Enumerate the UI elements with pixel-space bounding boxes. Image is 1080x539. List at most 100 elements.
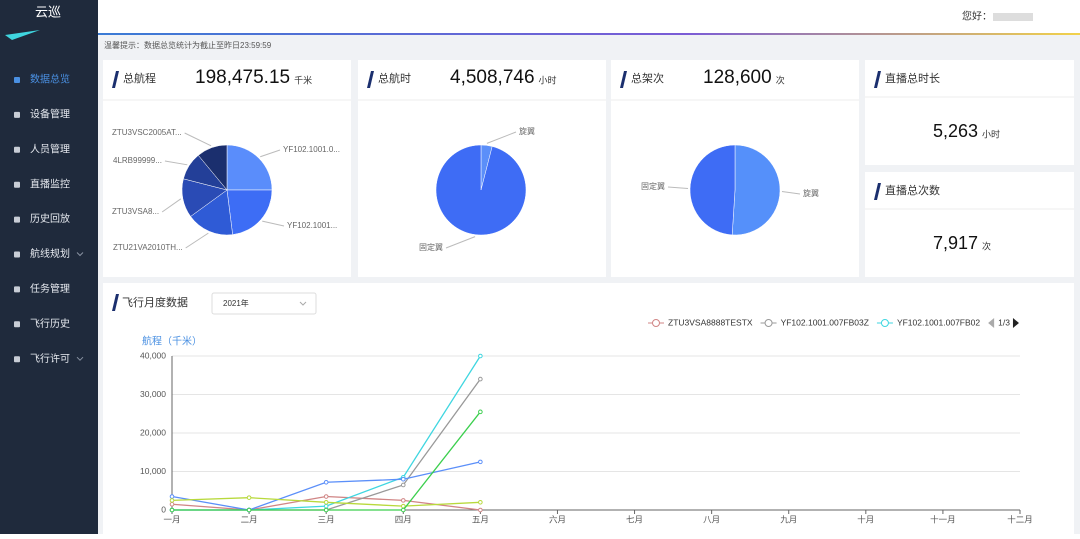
stat-unit: 次 <box>776 74 785 85</box>
line-point <box>246 507 252 513</box>
menu-item[interactable]: 飞行历史 <box>30 317 70 330</box>
title-slash <box>620 71 627 88</box>
logo-mark <box>5 30 40 40</box>
stat-value: 128,600 <box>703 67 772 88</box>
menu-item[interactable]: 航线规划 <box>30 247 70 260</box>
user-name-blur <box>993 13 1033 21</box>
pie-label: ZTU3VSC2005AT... <box>112 128 182 137</box>
line-point <box>400 482 406 488</box>
pie-leader <box>164 160 188 166</box>
notice: 温馨提示：数据总览统计为截止至昨日23:59:59 <box>104 40 272 50</box>
pie-leader <box>161 198 182 213</box>
menu-item[interactable]: 设备管理 <box>30 108 70 121</box>
header-line <box>98 33 1080 35</box>
x-tick-label: 九月 <box>780 514 797 524</box>
title-slash <box>874 71 881 88</box>
menu-item[interactable]: 飞行许可 <box>30 352 70 365</box>
line-point <box>478 409 483 415</box>
legend-marker <box>652 319 660 327</box>
pie-label: 旋翼 <box>803 188 819 198</box>
menu-icon <box>14 146 20 153</box>
year-select-text[interactable]: 2021年 <box>223 298 249 308</box>
pager-next[interactable] <box>1012 318 1019 328</box>
menu-item[interactable]: 人员管理 <box>30 142 70 155</box>
pie-slice <box>226 144 273 191</box>
legend-label[interactable]: ZTU3VSA8888TESTX <box>668 317 753 327</box>
title-slash <box>367 71 374 88</box>
pie-leader <box>184 132 212 147</box>
stat-value: 198,475.15 <box>195 67 290 88</box>
card-title: 直播总时长 <box>885 71 940 85</box>
x-tick-label: 四月 <box>395 514 412 524</box>
x-tick-label: 一月 <box>163 514 180 524</box>
pie-label: 固定翼 <box>641 181 665 191</box>
pie-label: YF102.1001... <box>287 221 337 230</box>
line-point <box>169 494 175 499</box>
x-tick-label: 十一月 <box>930 514 956 524</box>
year-select[interactable] <box>211 292 317 315</box>
pager-prev[interactable] <box>988 318 995 328</box>
live-unit: 次 <box>982 240 991 251</box>
pie-label: 旋翼 <box>519 126 535 136</box>
pie-slice <box>731 144 781 236</box>
sidebar <box>0 0 98 534</box>
card-title: 总架次 <box>631 71 664 85</box>
menu-icon <box>14 77 20 83</box>
pie-leader <box>486 131 517 144</box>
line-point <box>400 498 406 503</box>
legend-marker <box>880 319 889 327</box>
pie-slice <box>190 189 233 236</box>
pie-leader <box>781 190 801 195</box>
menu-item[interactable]: 直播监控 <box>30 177 70 190</box>
pie-leader <box>445 236 476 249</box>
line-point <box>323 507 329 513</box>
line-point <box>478 459 483 465</box>
pie-slice <box>197 144 228 191</box>
y-tick-label: 0 <box>161 504 166 514</box>
live-value: 5,263 <box>933 121 978 141</box>
legend-marker <box>764 319 773 327</box>
pie-label: 固定翼 <box>419 242 443 252</box>
title-slash <box>874 183 881 200</box>
line-point <box>400 507 406 513</box>
title-slash <box>112 71 119 88</box>
menu-icon <box>14 321 20 328</box>
greeting: 您好： <box>962 10 992 23</box>
stat-unit: 小时 <box>539 74 557 85</box>
menu-item[interactable]: 数据总览 <box>30 73 70 86</box>
menu-icon <box>14 286 20 293</box>
logo: 云巡 <box>35 4 61 19</box>
y-tick-label: 40,000 <box>140 350 166 360</box>
header <box>98 0 1080 34</box>
line-point <box>323 479 329 485</box>
pie-leader <box>667 186 689 190</box>
legend-label[interactable]: YF102.1001.007FB03Z <box>781 317 869 327</box>
x-tick-label: 五月 <box>472 514 489 524</box>
card-title: 总航时 <box>378 71 411 85</box>
pie-leader <box>260 149 281 158</box>
menu-icon <box>14 251 20 258</box>
x-tick-label: 二月 <box>241 514 258 524</box>
year-chevron <box>299 301 307 306</box>
y-axis-title: 航程（千米） <box>142 335 202 348</box>
x-tick-label: 十二月 <box>1007 514 1033 524</box>
line-point <box>478 353 483 359</box>
line-point <box>478 500 483 505</box>
live-value: 7,917 <box>933 233 978 253</box>
menu-icon <box>14 181 20 188</box>
monthly-card <box>103 283 1074 534</box>
menu-chevron <box>76 356 84 361</box>
pager: 1/3 <box>998 317 1010 327</box>
x-tick-label: 十月 <box>857 514 874 524</box>
legend-label[interactable]: YF102.1001.007FB02 <box>897 317 980 327</box>
menu-item[interactable]: 历史回放 <box>30 212 70 225</box>
y-tick-label: 20,000 <box>140 427 166 437</box>
stat-unit: 千米 <box>294 74 312 85</box>
pie-slice <box>435 144 527 236</box>
line-point <box>400 476 406 482</box>
menu-item[interactable]: 任务管理 <box>30 282 70 295</box>
live-unit: 小时 <box>982 128 1000 139</box>
x-tick-label: 七月 <box>626 514 643 524</box>
card-title: 总航程 <box>123 71 156 85</box>
pie-label: YF102.1001.0... <box>283 145 340 154</box>
